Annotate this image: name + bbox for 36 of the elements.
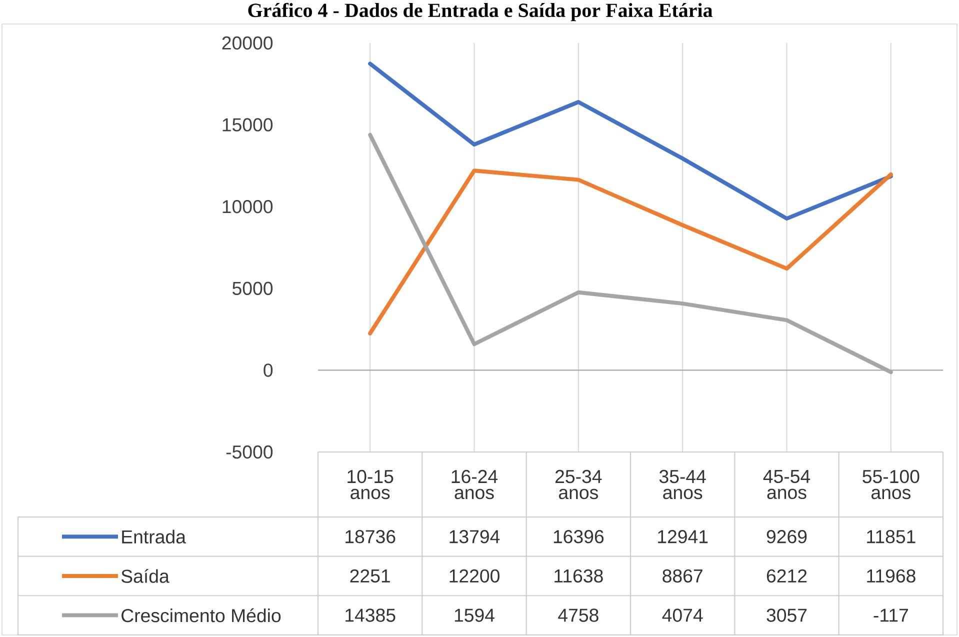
y-tick-label: 0 xyxy=(264,364,273,377)
data-label: 6212 xyxy=(766,569,807,583)
x-tick-label: 35-44 anos xyxy=(659,470,706,500)
data-label: 3057 xyxy=(766,608,807,622)
data-label: 11968 xyxy=(867,569,916,583)
data-label: 2251 xyxy=(350,569,390,583)
legend-label: Entrada xyxy=(122,530,186,544)
y-tick-label: 15000 xyxy=(222,118,273,132)
legend-label: Crescimento Médio xyxy=(122,608,281,622)
y-tick-label: 20000 xyxy=(222,36,273,50)
line-series xyxy=(368,168,893,336)
data-label: 4074 xyxy=(662,608,703,622)
x-tick-label: 45-54 anos xyxy=(763,470,810,500)
legend-label: Saída xyxy=(121,568,170,583)
data-label: 9269 xyxy=(766,530,807,544)
data-label: 11851 xyxy=(867,530,916,544)
x-tick-label: 25-34 anos xyxy=(555,470,602,500)
data-label: 11638 xyxy=(554,569,603,583)
data-label: 12941 xyxy=(658,530,708,544)
data-label: 12200 xyxy=(450,569,500,583)
data-label: 16396 xyxy=(554,530,604,544)
data-label: 8867 xyxy=(662,569,702,583)
data-label: 13794 xyxy=(450,530,500,544)
x-tick-label: 55-100 anos xyxy=(862,470,920,500)
y-tick-label: -5000 xyxy=(226,445,273,459)
data-label: 18736 xyxy=(346,530,396,544)
data-label: 14385 xyxy=(346,608,396,622)
y-tick-label: 5000 xyxy=(232,282,273,296)
chart-title: Gráfico 4 - Dados de Entrada e Saída por Faixa Etária xyxy=(248,2,712,22)
x-tick-label: 10-15 anos xyxy=(348,470,394,500)
data-label: 1594 xyxy=(454,608,494,622)
data-label: -117 xyxy=(874,608,908,622)
x-tick-label: 16-24 anos xyxy=(452,470,498,500)
data-label: 4758 xyxy=(558,608,598,622)
y-tick-label: 10000 xyxy=(222,200,273,214)
line-series xyxy=(368,62,893,221)
